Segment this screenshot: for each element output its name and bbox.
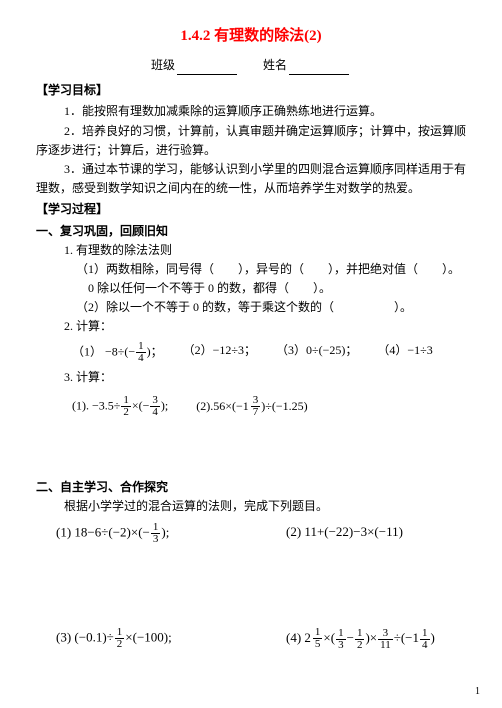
calc3-1-label: (1). [72,398,89,412]
part1-header: 一、复习巩固，回顾旧知 [36,222,466,241]
q4-b: ×( [323,630,335,645]
calc2-1-b: ) [147,344,151,358]
goal-3-text: 3．通过本节课的学习，能够认识到小学里的四则混合运算顺序同样适用于有理数，感受到… [36,162,466,195]
frac-1-2-icon: 12 [121,395,131,418]
q2-label: (2) [286,524,301,539]
q1-b: ); [161,525,169,540]
calc3-2-a: 56×(− [213,399,243,413]
q4-label: (4) [286,630,301,645]
mixed-1-3-7-icon: 137 [243,395,262,418]
frac-3-4-icon: 34 [150,395,160,418]
q-row-2: (3) (−0.1)÷12×(−100); (4) 215×(13−12)×31… [36,627,466,651]
part2-header: 二、自主学习、合作探究 [36,478,466,497]
frac-1-2-c-icon: 12 [355,628,365,651]
process-header: 【学习过程】 [36,200,466,219]
name-label: 姓名 [263,58,287,72]
frac-3-11-icon: 311 [378,628,393,651]
q3-b: ×(−100) [125,630,168,645]
class-blank [177,61,237,75]
q3: (3) (−0.1)÷12×(−100); [56,627,286,651]
calc2-item-2: （2）−12÷3； [183,341,256,364]
calc2-1-a: −8÷(− [105,344,135,358]
calc2-row: （1） −8÷(−14)； （2）−12÷3； （3）0÷(−25)； （4）−… [36,341,466,364]
q2-a: 11+(−22)−3×(−11) [304,524,403,539]
rule-line-1b: 0 除以任何一个不等于 0 的数，都得（ ）。 [36,279,466,298]
calc3-row: (1). −3.5÷12×(−34); (2).56×(−137)÷(−1.25… [36,395,466,418]
q1: (1) 18−6÷(−2)×(−13); [56,522,286,545]
q1-a: 18−6÷(−2)×(− [74,525,149,540]
goal-3: 3．通过本节课的学习，能够认识到小学里的四则混合运算顺序同样适用于有理数，感受到… [36,160,466,198]
q2: (2) 11+(−22)−3×(−11) [286,522,403,545]
mixed-2-1-5-icon: 215 [304,627,323,650]
calc3-1-b: ×(− [132,398,150,412]
part2-intro: 根据小学学过的混合运算的法则，完成下列题目。 [36,497,466,516]
rule-title: 1. 有理数的除法法则 [36,241,466,260]
class-label: 班级 [151,58,175,72]
frac-1-3-icon: 13 [151,522,161,545]
q3-c: ; [168,630,172,645]
page-number: 1 [475,684,480,700]
frac-1-4-b-icon: 14 [420,628,430,651]
frac-1-3-b-icon: 13 [336,628,346,651]
q4: (4) 215×(13−12)×311÷(−114) [286,627,435,651]
goal-1: 1．能按照有理数加减乘除的运算顺序正确熟练地进行运算。 [36,102,466,121]
q4-c: − [347,630,354,645]
q4-e: ÷(−1 [394,630,419,645]
rule-line-2: （2）除以一个不等于 0 的数，等于乘这个数的（ ）。 [36,298,466,317]
q1-label: (1) [56,525,71,540]
name-row: 班级 姓名 [36,56,466,75]
calc2-header: 2. 计算： [36,317,466,336]
q4-d: )× [365,630,377,645]
frac-1-4-icon: 14 [136,341,146,364]
calc3-item-2: (2).56×(−137)÷(−1.25) [196,395,307,418]
calc2-item-1: （1） −8÷(−14)； [72,341,163,364]
page-title: 1.4.2 有理数的除法(2) [36,24,466,48]
goal-2-text: 2．培养良好的习惯，计算前，认真审题并确定运算顺序；计算中，按运算顺序逐步进行；… [36,124,466,157]
calc3-2-b: )÷(−1.25) [261,399,307,413]
calc3-1-a: −3.5÷ [92,398,120,412]
q4-f: ) [431,630,435,645]
calc2-item-3: （3）0÷(−25)； [276,341,357,364]
calc2-item-4: （4）−1÷3 [377,341,432,364]
frac-1-2-b-icon: 12 [115,627,125,650]
calc3-item-1: (1). −3.5÷12×(−34); [72,395,168,418]
q3-a: (−0.1)÷ [74,630,113,645]
goals-header: 【学习目标】 [36,81,466,100]
name-blank [289,61,349,75]
goal-2: 2．培养良好的习惯，计算前，认真审题并确定运算顺序；计算中，按运算顺序逐步进行；… [36,122,466,160]
q-row-1: (1) 18−6÷(−2)×(−13); (2) 11+(−22)−3×(−11… [36,522,466,545]
rule-line-1: （1）两数相除，同号得（ ），异号的（ ），并把绝对值（ ）。 [36,260,466,279]
calc2-1-label: （1） [72,344,102,358]
q3-label: (3) [56,630,71,645]
calc3-1-c: ); [161,398,168,412]
calc3-2-label: (2). [196,399,213,413]
calc3-header: 3. 计算： [36,368,466,387]
